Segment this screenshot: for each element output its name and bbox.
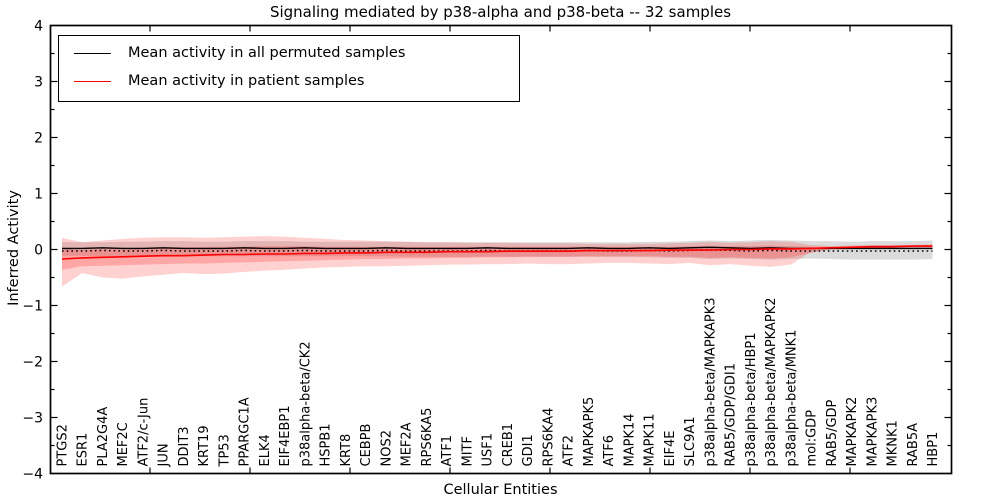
page-title: Signaling mediated by p38-alpha and p38-… xyxy=(269,3,732,21)
patient-mean-line xyxy=(61,245,933,260)
x-tick-label: MITF xyxy=(460,436,475,466)
x-tick-label: ESR1 xyxy=(76,433,91,467)
legend-line-icon xyxy=(74,81,111,82)
y-tick-label: 2 xyxy=(34,131,43,147)
x-tick-label: ATF1 xyxy=(440,435,455,467)
x-tick-label: TP53 xyxy=(218,434,233,467)
y-tick-label: 0 xyxy=(34,243,43,259)
legend-label: Mean activity in patient samples xyxy=(128,73,365,89)
x-tick-label: MKNK1 xyxy=(886,420,901,466)
x-tick-label: KRT8 xyxy=(339,434,354,467)
x-tick-label: p38alpha-beta/MAPKAPK2 xyxy=(764,298,779,467)
x-tick-label: USF1 xyxy=(481,433,496,467)
x-tick-label: GDI1 xyxy=(521,434,536,466)
x-tick-label: SLC9A1 xyxy=(683,416,698,466)
legend: Mean activity in all permuted samples Me… xyxy=(58,35,520,102)
y-tick-label: −3 xyxy=(22,411,43,427)
x-tick-label: mol:GDP xyxy=(805,410,820,467)
x-tick-label: RPS6KA5 xyxy=(420,408,435,467)
x-tick-label: EIF4E xyxy=(663,430,678,466)
x-tick-label: PLA2G4A xyxy=(96,407,111,467)
x-tick-label: RPS6KA4 xyxy=(541,408,556,467)
y-tick-label: 3 xyxy=(34,75,43,91)
y-tick-label: −2 xyxy=(22,355,43,371)
x-tick-label: ELK4 xyxy=(258,434,273,466)
x-tick-label: ATF2/c-Jun xyxy=(137,398,152,467)
x-axis-label: Cellular Entities xyxy=(443,482,558,498)
x-tick-label: MAPKAPK2 xyxy=(845,397,860,467)
x-tick-label: ATF6 xyxy=(602,435,617,467)
x-tick-label: MAPK14 xyxy=(622,413,637,466)
legend-item-permuted: Mean activity in all permuted samples xyxy=(74,43,519,64)
x-tick-label: MEF2A xyxy=(400,422,415,466)
x-tick-label: HSPB1 xyxy=(319,423,334,466)
y-axis-label: Inferred Activity xyxy=(6,190,22,306)
x-tick-label: MEF2C xyxy=(116,422,131,466)
y-tick-label: −4 xyxy=(22,467,43,483)
x-tick-label: HBP1 xyxy=(926,432,941,467)
x-tick-label: CEBPB xyxy=(359,424,374,467)
x-tick-label: MAPKAPK3 xyxy=(865,397,880,467)
x-tick-label: JUN xyxy=(157,443,172,467)
x-tick-label: p38alpha-beta/HBP1 xyxy=(744,332,759,466)
y-tick-label: 1 xyxy=(34,187,43,203)
x-tick-label: PPARGC1A xyxy=(238,397,253,466)
x-tick-label: KRT19 xyxy=(197,425,212,466)
x-tick-label: RAB5/GDP xyxy=(825,399,840,466)
x-tick-label: p38alpha-beta/CK2 xyxy=(298,341,313,466)
x-tick-label: DDIT3 xyxy=(177,426,192,466)
legend-label: Mean activity in all permuted samples xyxy=(128,45,406,61)
y-tick-label: 4 xyxy=(34,19,43,35)
x-tick-label: RAB5/GDP/GDI1 xyxy=(724,363,739,466)
x-tick-label: p38alpha-beta/MAPKAPK3 xyxy=(703,298,718,467)
x-tick-label: NOS2 xyxy=(379,430,394,466)
x-tick-label: RAB5A xyxy=(906,423,921,467)
legend-line-icon xyxy=(74,53,111,54)
x-tick-label: CREB1 xyxy=(501,423,516,467)
x-tick-label: ATF2 xyxy=(562,435,577,467)
legend-item-patient: Mean activity in patient samples xyxy=(74,71,519,92)
x-tick-label: MAPK11 xyxy=(643,413,658,466)
x-tick-label: EIF4EBP1 xyxy=(278,405,293,466)
x-tick-label: p38alpha-beta/MNK1 xyxy=(784,330,799,467)
x-tick-label: MAPKAPK5 xyxy=(582,397,597,467)
x-tick-label: PTGS2 xyxy=(56,424,71,466)
y-tick-label: −1 xyxy=(22,299,43,315)
